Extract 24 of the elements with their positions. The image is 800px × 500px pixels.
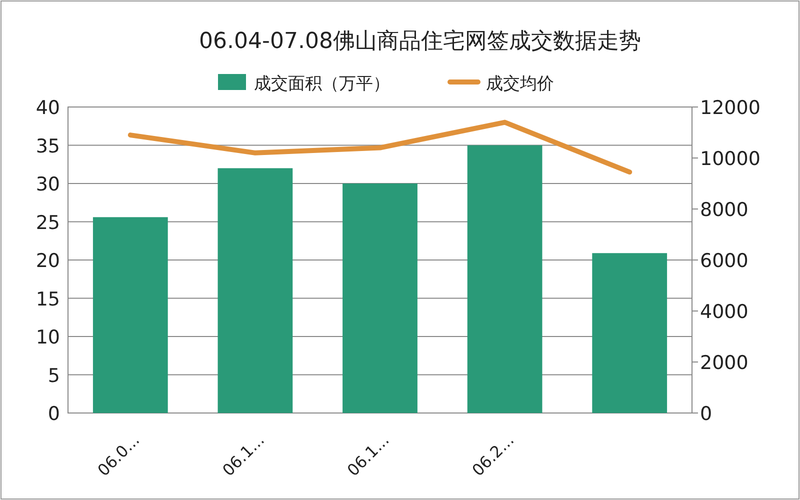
y-tick-label: 5 — [48, 364, 60, 387]
y2-tick-label: 8000 — [700, 199, 748, 221]
bar — [92, 217, 168, 413]
y2-tick-label: 10000 — [700, 148, 760, 170]
bar — [218, 168, 293, 413]
y2-tick-label: 6000 — [700, 250, 748, 272]
y-tick-label: 35 — [36, 135, 60, 158]
bar — [592, 253, 668, 413]
y-tick-label: 25 — [36, 212, 60, 234]
y2-tick-label: 4000 — [700, 301, 748, 323]
y-tick-label: 30 — [36, 174, 60, 196]
y-tick-label: 15 — [36, 288, 60, 310]
y2-tick-label: 12000 — [700, 97, 760, 119]
y2-tick-label: 2000 — [700, 352, 748, 374]
bar — [467, 145, 542, 413]
legend-label: 成交面积（万平） — [254, 74, 390, 94]
y-tick-label: 20 — [36, 250, 60, 272]
chart-title: 06.04-07.08佛山商品住宅网签成交数据走势 — [199, 29, 641, 54]
y2-tick-label: 0 — [700, 403, 712, 425]
y-tick-label: 40 — [36, 97, 60, 119]
bar — [342, 184, 418, 413]
y-tick-label: 0 — [48, 403, 60, 425]
legend-label: 成交均价 — [486, 74, 554, 94]
y-tick-label: 10 — [36, 326, 60, 348]
